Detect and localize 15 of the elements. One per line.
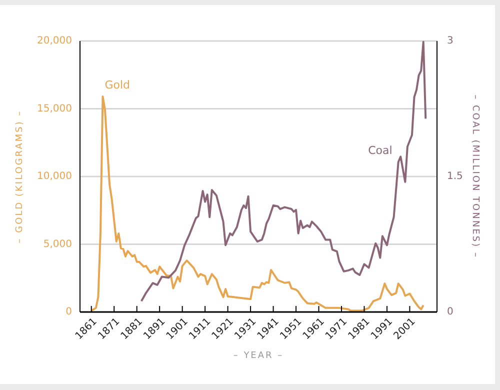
y2-axis-title: – COAL (MILLION TONNES) – (470, 94, 480, 258)
y2-tick-label: 0 (447, 306, 454, 318)
x-axis-title: – YEAR – (233, 351, 284, 361)
line-series (90, 96, 424, 312)
y-tick-label: 20,000 (37, 36, 72, 47)
y-tick-label: 0 (66, 306, 72, 318)
y-tick-label: 10,000 (37, 171, 72, 182)
series-label: Coal (368, 144, 392, 158)
series-label: Gold (104, 78, 130, 92)
y2-tick-label: 1.5 (447, 171, 463, 182)
y2-tick-label: 3 (447, 36, 454, 47)
y-tick-label: 5,000 (43, 238, 72, 250)
y-axis-title: – GOLD (KILOGRAMS) – (15, 110, 25, 244)
y-tick-label: 15,000 (37, 103, 72, 114)
line-series (140, 40, 427, 302)
